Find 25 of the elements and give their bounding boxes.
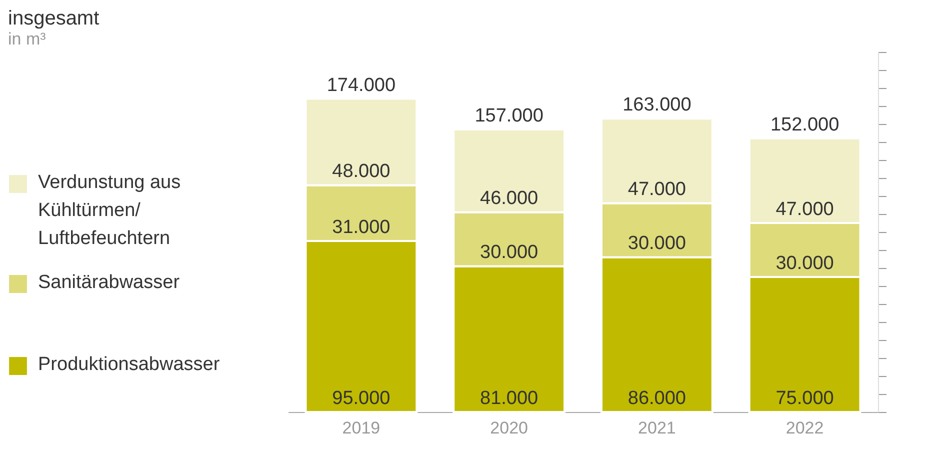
data-label: 47.000 <box>628 179 686 200</box>
data-label: 81.000 <box>480 388 538 409</box>
data-label: 31.000 <box>332 217 390 238</box>
legend-label: Produktionsabwasser <box>38 354 220 375</box>
x-tick-label: 2019 <box>342 418 380 438</box>
data-label: 30.000 <box>776 253 834 274</box>
data-label: 75.000 <box>776 388 834 409</box>
total-label: 163.000 <box>622 94 692 116</box>
legend-label: Sanitärabwasser <box>38 272 180 293</box>
data-label: 47.000 <box>776 199 834 220</box>
total-label: 152.000 <box>770 114 840 136</box>
x-tick-label: 2020 <box>490 418 528 438</box>
data-label: 30.000 <box>480 242 538 264</box>
x-tick-label: 2021 <box>638 418 676 438</box>
data-label: 48.000 <box>332 161 390 182</box>
total-label: 157.000 <box>474 105 544 126</box>
x-tick-label: 2022 <box>786 418 824 438</box>
total-label: 174.000 <box>326 74 396 96</box>
data-label: 86.000 <box>628 388 686 409</box>
data-label: 95.000 <box>332 388 390 409</box>
legend-label: Verdunstung aus Kühltürmen/ Luftbefeuchtern <box>38 172 181 249</box>
text: in m³ <box>8 30 46 48</box>
data-label: 30.000 <box>628 233 686 254</box>
text: insgesamt <box>8 8 100 30</box>
data-label: 46.000 <box>480 188 538 210</box>
